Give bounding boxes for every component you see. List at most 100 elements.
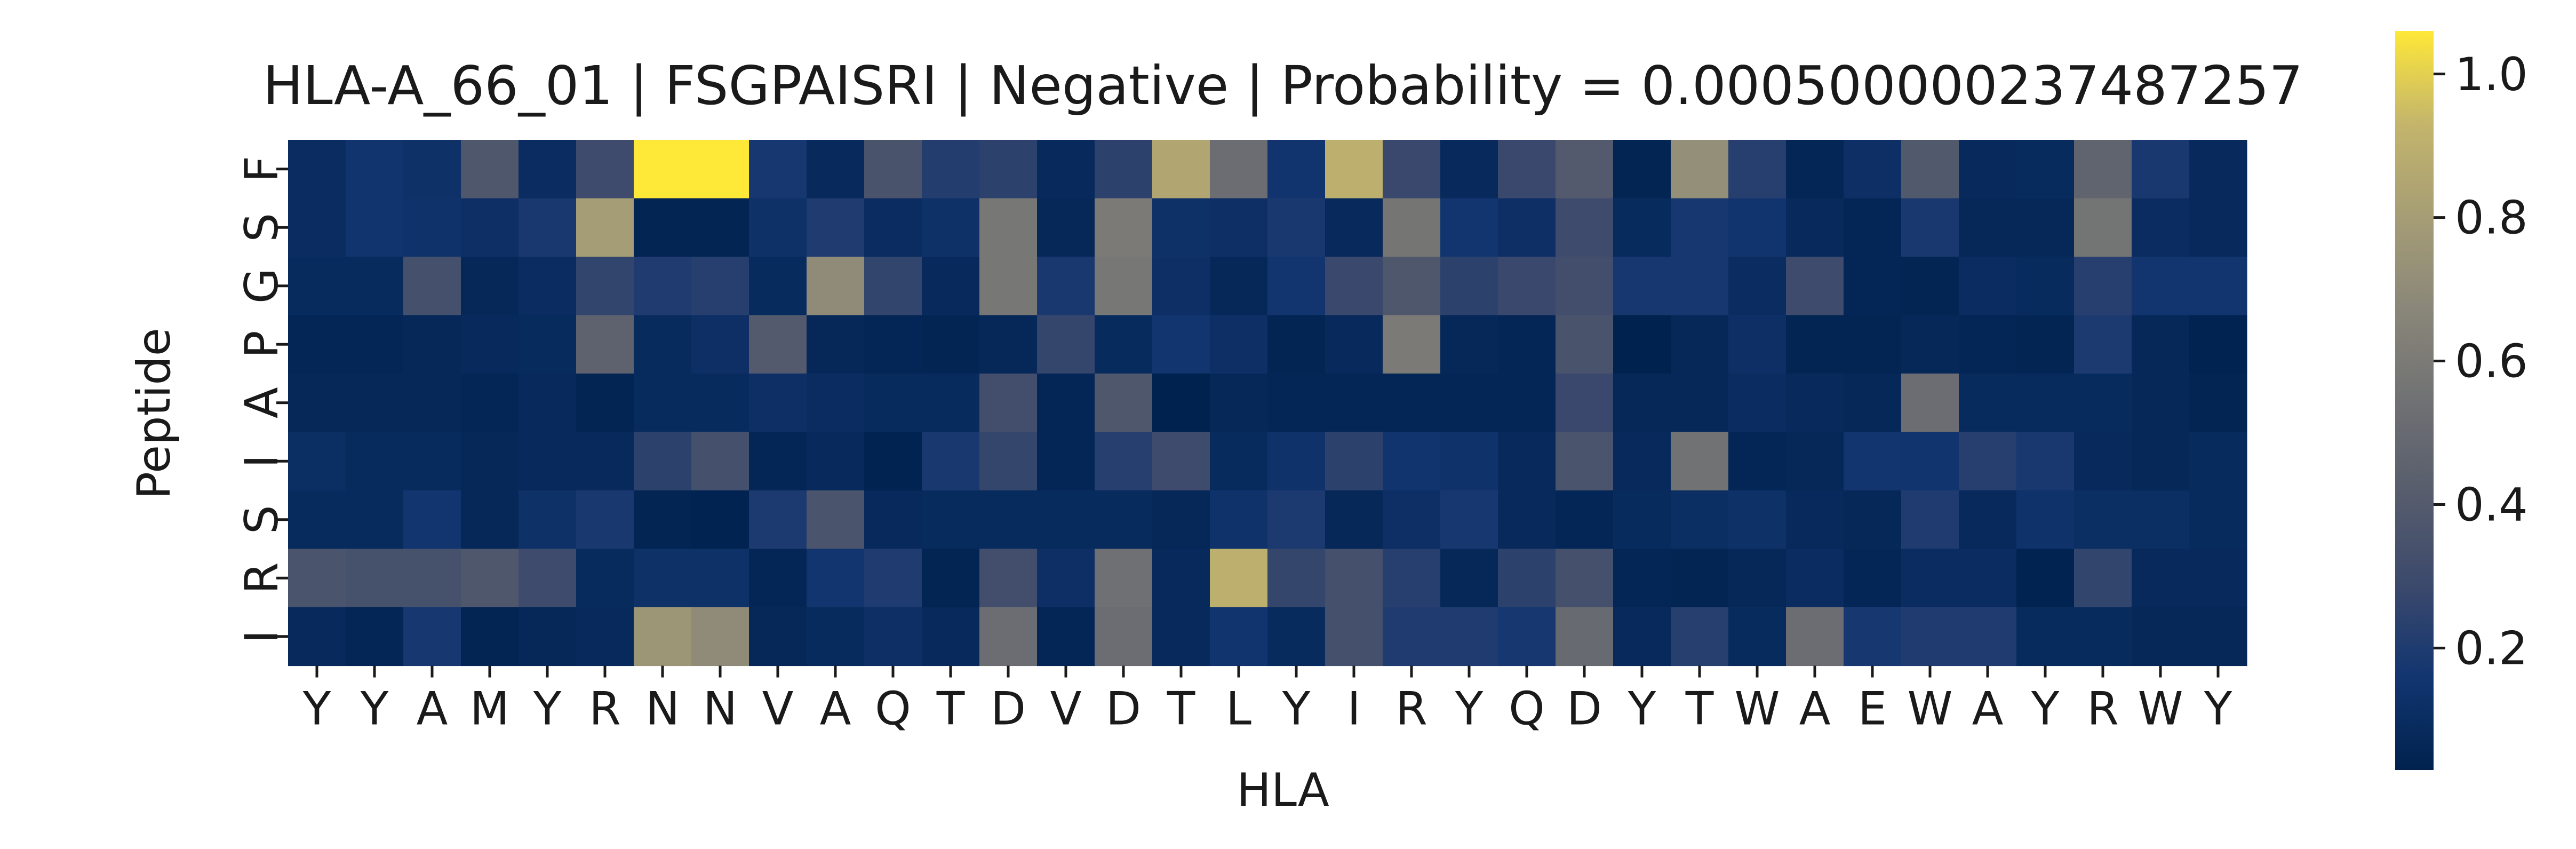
heatmap-cell (691, 490, 749, 550)
x-tick-label: V (1050, 683, 1082, 736)
heatmap-cell (1959, 257, 2017, 316)
x-tick-label: Y (2031, 683, 2060, 736)
heatmap-cell (519, 490, 577, 550)
heatmap-cell (1613, 257, 1671, 316)
heatmap-cell (403, 374, 461, 433)
heatmap-cell (979, 140, 1038, 199)
x-tick-label: R (2087, 683, 2119, 736)
x-tick-label: Q (1509, 683, 1545, 736)
heatmap-cell (1556, 549, 1614, 608)
heatmap-cell (1844, 607, 1902, 666)
heatmap-cell (2132, 198, 2190, 257)
heatmap-cell (1556, 257, 1614, 316)
heatmap-cell (576, 198, 634, 257)
x-tick-label: R (589, 683, 621, 736)
heatmap-cell (979, 257, 1038, 316)
y-tick-label: A (235, 387, 289, 418)
heatmap-cell (1786, 198, 1844, 257)
heatmap-cell (1383, 607, 1441, 666)
heatmap-cell (864, 607, 922, 666)
heatmap-cell (691, 607, 749, 666)
heatmap-cell (979, 198, 1038, 257)
heatmap-cell (519, 315, 577, 374)
heatmap-cell (1440, 432, 1498, 491)
heatmap-cell (1671, 490, 1729, 550)
heatmap-cell (634, 490, 692, 550)
heatmap-cell (979, 607, 1038, 666)
x-tick-label: E (1858, 683, 1887, 736)
heatmap-cell (2016, 549, 2075, 608)
heatmap-cell (1844, 315, 1902, 374)
heatmap-cell (691, 374, 749, 433)
heatmap-cell (2074, 607, 2132, 666)
heatmap-cell (1440, 198, 1498, 257)
heatmap-cell (2074, 490, 2132, 550)
heatmap-cell (922, 140, 980, 199)
heatmap-cell (1786, 490, 1844, 550)
heatmap-cell (634, 198, 692, 257)
heatmap-cell (1210, 257, 1268, 316)
heatmap-cell (1383, 374, 1441, 433)
heatmap-cell (1325, 432, 1383, 491)
heatmap-cell (1267, 374, 1326, 433)
colorbar-tick-label: 0.4 (2455, 479, 2528, 532)
heatmap-cell (461, 257, 519, 316)
heatmap-cell (1671, 140, 1729, 199)
heatmap-cell (634, 257, 692, 316)
heatmap-cell (1844, 374, 1902, 433)
colorbar-gradient (2395, 31, 2434, 770)
heatmap-cell (691, 257, 749, 316)
heatmap-cell (864, 140, 922, 199)
heatmap-cell (1728, 257, 1787, 316)
heatmap-cell (288, 490, 346, 550)
x-tick-label: N (645, 683, 680, 736)
heatmap-cell (1383, 490, 1441, 550)
heatmap-cell (403, 490, 461, 550)
heatmap-cell (1728, 140, 1787, 199)
heatmap-cell (576, 374, 634, 433)
heatmap-cell (1325, 315, 1383, 374)
x-tick-label: Y (533, 683, 562, 736)
heatmap-cell (1152, 374, 1210, 433)
heatmap-cell (2016, 374, 2075, 433)
heatmap-cell (288, 140, 346, 199)
heatmap-cell (519, 374, 577, 433)
heatmap-cell (1671, 257, 1729, 316)
heatmap-cell (2074, 140, 2132, 199)
heatmap-cell (2189, 490, 2247, 550)
heatmap-cell (2132, 374, 2190, 433)
heatmap-cell (1440, 490, 1498, 550)
heatmap-cell (288, 432, 346, 491)
x-tick-label: Y (1628, 683, 1656, 736)
heatmap-cell (634, 607, 692, 666)
heatmap-cell (1152, 198, 1210, 257)
heatmap-cell (1613, 607, 1671, 666)
heatmap-cell (1498, 257, 1556, 316)
y-tick-label: R (235, 562, 289, 594)
heatmap-cell (1383, 140, 1441, 199)
heatmap-cell (979, 315, 1038, 374)
heatmap-cell (1901, 607, 1959, 666)
heatmap-cell (1556, 140, 1614, 199)
heatmap-cell (1095, 374, 1153, 433)
heatmap-cell (1440, 315, 1498, 374)
heatmap-cell (1844, 198, 1902, 257)
y-axis-ticks: FSGPAISRI (235, 156, 289, 643)
heatmap-cell (461, 374, 519, 433)
y-tick-label: S (235, 213, 289, 242)
heatmap-cell (864, 315, 922, 374)
heatmap-cell (1959, 140, 2017, 199)
heatmap-cell (864, 432, 922, 491)
heatmap-cell (1844, 549, 1902, 608)
heatmap-cell (1383, 315, 1441, 374)
x-tick-label: Q (875, 683, 911, 736)
heatmap-cell (749, 315, 807, 374)
heatmap-cell (2074, 198, 2132, 257)
heatmap-cell (1037, 140, 1095, 199)
heatmap-cell (288, 607, 346, 666)
heatmap-cell (1901, 198, 1959, 257)
heatmap-cell (1440, 549, 1498, 608)
y-tick-label: S (235, 505, 289, 534)
heatmap-cell (519, 198, 577, 257)
